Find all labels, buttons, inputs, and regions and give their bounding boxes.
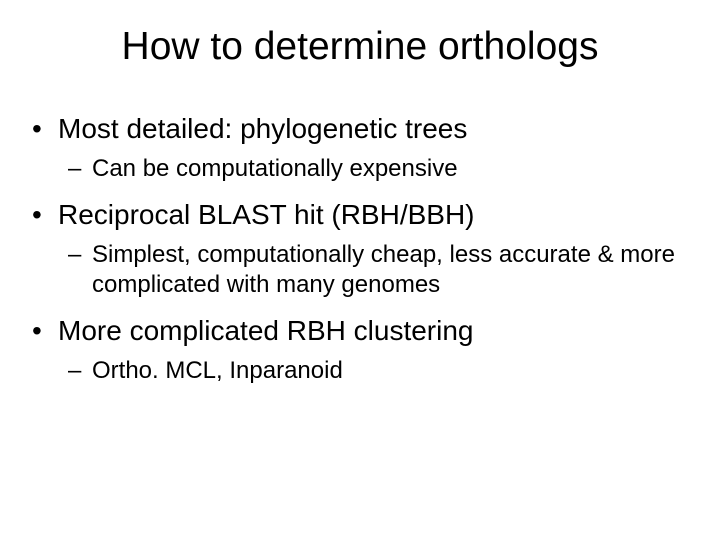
bullet-level1: Most detailed: phylogenetic trees <box>30 111 690 146</box>
bullet-level1: Reciprocal BLAST hit (RBH/BBH) <box>30 197 690 232</box>
bullet-level2: Simplest, computationally cheap, less ac… <box>30 240 690 299</box>
slide-title: How to determine orthologs <box>30 25 690 69</box>
bullet-group: More complicated RBH clustering Ortho. M… <box>30 313 690 385</box>
bullet-level2: Can be computationally expensive <box>30 154 690 183</box>
bullet-level2: Ortho. MCL, Inparanoid <box>30 356 690 385</box>
bullet-group: Most detailed: phylogenetic trees Can be… <box>30 111 690 183</box>
bullet-group: Reciprocal BLAST hit (RBH/BBH) Simplest,… <box>30 197 690 299</box>
bullet-list: Most detailed: phylogenetic trees Can be… <box>30 111 690 385</box>
bullet-level1: More complicated RBH clustering <box>30 313 690 348</box>
